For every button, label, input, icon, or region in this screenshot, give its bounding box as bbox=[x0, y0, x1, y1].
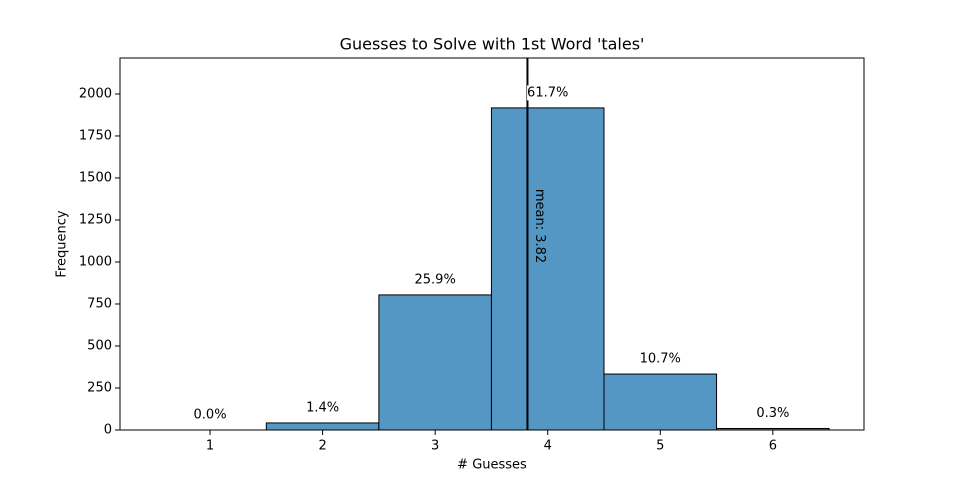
bar-label-background bbox=[193, 407, 227, 423]
x-tick-label: 5 bbox=[656, 439, 664, 454]
x-tick-label: 6 bbox=[769, 439, 777, 454]
y-tick-label: 0 bbox=[104, 423, 112, 438]
bar-label: 25.9% bbox=[415, 272, 456, 287]
y-tick-label: 250 bbox=[87, 380, 112, 395]
y-tick-label: 750 bbox=[87, 296, 112, 311]
bar-label: 10.7% bbox=[640, 352, 681, 367]
chart-title: Guesses to Solve with 1st Word 'tales' bbox=[340, 35, 645, 54]
bar bbox=[603, 373, 718, 431]
y-tick-label: 1000 bbox=[79, 254, 112, 269]
plot-frame bbox=[119, 57, 865, 431]
bar-label: 0.0% bbox=[194, 408, 227, 423]
bar bbox=[378, 294, 492, 431]
bar-label-background bbox=[527, 85, 569, 101]
bar-label: 61.7% bbox=[527, 85, 568, 100]
y-axis-label: Frequency bbox=[55, 210, 70, 277]
bar bbox=[490, 107, 605, 431]
x-tick-label: 4 bbox=[544, 439, 552, 454]
x-tick-label: 3 bbox=[431, 439, 439, 454]
y-tick-label: 2000 bbox=[79, 86, 112, 101]
x-tick-label: 1 bbox=[206, 439, 214, 454]
y-tick-label: 1750 bbox=[79, 128, 112, 143]
bar-label-background bbox=[639, 351, 681, 367]
bar-label-background bbox=[306, 400, 340, 416]
mean-label: mean: 3.82 bbox=[532, 189, 547, 263]
y-tick-label: 1500 bbox=[79, 170, 112, 185]
bar bbox=[265, 422, 380, 431]
bar-label: 0.3% bbox=[756, 406, 789, 421]
bar-label-background bbox=[756, 405, 790, 421]
bar-label-background bbox=[414, 272, 456, 288]
x-axis-label: # Guesses bbox=[457, 458, 527, 473]
bar-label: 1.4% bbox=[306, 400, 339, 415]
y-tick-label: 500 bbox=[87, 338, 112, 353]
x-tick-label: 2 bbox=[318, 439, 326, 454]
y-tick-label: 1250 bbox=[79, 212, 112, 227]
